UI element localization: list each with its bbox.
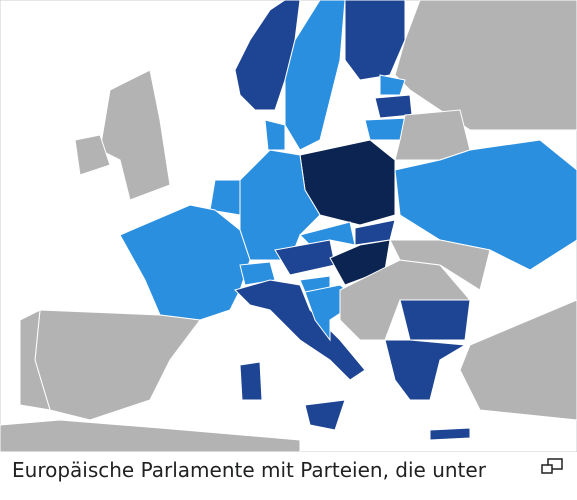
greece — [384, 339, 467, 401]
portugal — [19, 309, 51, 411]
belarus — [394, 109, 471, 161]
estonia — [379, 74, 406, 96]
switzerland — [239, 261, 276, 286]
romania — [389, 239, 491, 291]
czechia — [299, 221, 356, 246]
turkey — [459, 299, 577, 421]
enlarge-icon[interactable] — [540, 458, 564, 476]
ireland — [74, 134, 111, 176]
north-africa — [0, 419, 301, 452]
sicily — [304, 399, 346, 431]
denmark — [264, 119, 286, 151]
ukraine — [394, 139, 577, 271]
europe-map[interactable] — [0, 0, 577, 452]
caption: Europäische Parlamente mit Parteien, die… — [12, 458, 486, 482]
crete — [429, 427, 471, 441]
sardinia — [239, 361, 263, 401]
sweden — [284, 0, 346, 151]
benelux — [209, 179, 241, 216]
bulgaria — [399, 299, 471, 341]
finland — [344, 0, 406, 81]
italy — [234, 279, 366, 381]
